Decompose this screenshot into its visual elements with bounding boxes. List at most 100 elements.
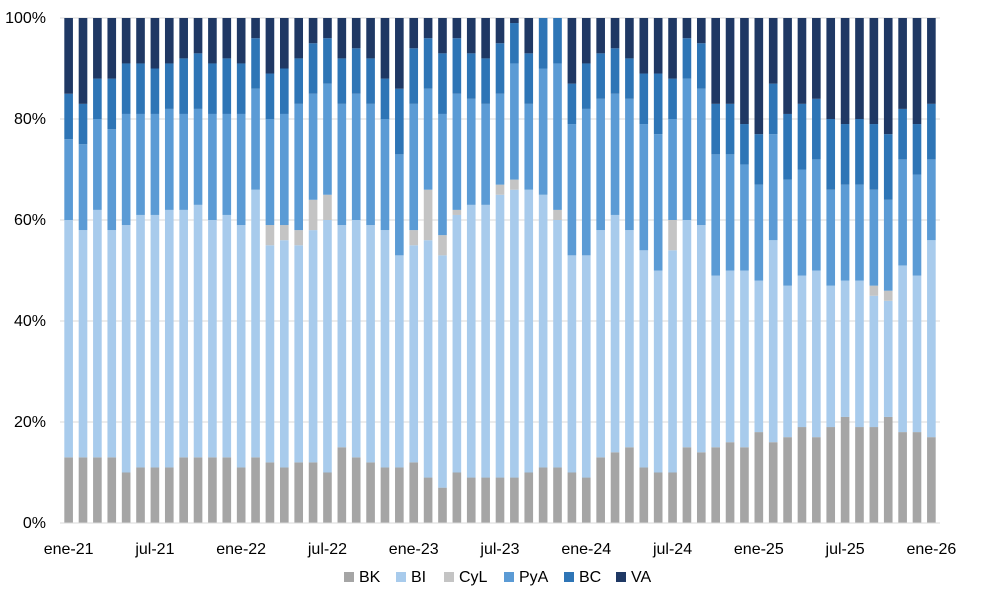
bar-segment-bi: [711, 275, 720, 448]
bar-segment-bk: [768, 442, 778, 523]
bar-segment-pya: [78, 144, 88, 231]
bar-segment-bc: [351, 48, 361, 94]
bar-segment-bi: [812, 270, 821, 438]
bar-segment-bi: [783, 285, 792, 438]
bar-segment-pya: [668, 119, 677, 220]
legend-label-pya: PyA: [519, 569, 549, 586]
bar-segment-pya: [581, 108, 591, 256]
bar-segment-bc: [855, 119, 864, 185]
bar-segment-va: [510, 18, 519, 24]
bar-segment-bk: [251, 457, 260, 523]
bar-segment-va: [812, 18, 821, 99]
bar-segment-pya: [711, 154, 720, 276]
bar-segment-cyl: [409, 230, 419, 246]
bar-segment-bk: [927, 437, 936, 523]
bar-segment-va: [768, 18, 778, 84]
bar-segment-cyl: [495, 184, 505, 195]
bar-segment-bi: [366, 225, 375, 463]
bar-segment-bi: [280, 240, 289, 468]
bar-segment-bc: [538, 18, 548, 69]
bar-segment-pya: [423, 88, 433, 190]
bar-segment-va: [898, 18, 907, 109]
bar-segment-bk: [380, 467, 390, 523]
bar-segment-bk: [222, 457, 232, 523]
bar-segment-pya: [251, 88, 260, 190]
bar-segment-pya: [754, 184, 764, 281]
bar-segment-va: [452, 18, 462, 39]
bar-segment-bk: [510, 477, 519, 523]
bar-segment-va: [596, 18, 605, 54]
bar-segment-bi: [581, 255, 591, 478]
bar-segment-bk: [136, 467, 145, 523]
bar-segment-bi: [538, 194, 548, 468]
bar-segment-cyl: [323, 194, 332, 220]
legend-label-bc: BC: [579, 569, 601, 586]
x-tick-label: ene-24: [561, 541, 611, 558]
bar-segment-bk: [193, 457, 203, 523]
bar-segment-bc: [294, 58, 304, 104]
bar-segment-bc: [121, 63, 131, 114]
bar-segment-cyl: [883, 290, 893, 301]
bar-segment-bk: [855, 427, 864, 523]
bar-segment-bi: [121, 225, 131, 473]
bar-segment-pya: [495, 93, 505, 185]
bar-segment-bk: [653, 472, 663, 523]
bar-segment-pya: [395, 154, 404, 256]
bar-segment-bi: [380, 230, 390, 468]
bar-segment-pya: [179, 113, 188, 210]
bar-segment-pya: [136, 113, 145, 215]
bar-segment-bi: [337, 225, 347, 448]
bar-segment-pya: [93, 119, 102, 210]
bar-segment-bi: [625, 230, 634, 448]
bar-segment-bk: [826, 427, 836, 523]
bar-segment-bc: [725, 103, 735, 155]
bar-segment-bc: [481, 58, 490, 104]
bar-segment-bc: [466, 53, 476, 99]
bar-segment-bk: [740, 447, 749, 523]
y-tick-label: 100%: [5, 10, 46, 27]
bar-segment-cyl: [452, 209, 462, 215]
bar-segment-pya: [653, 134, 663, 271]
bar-segment-bc: [93, 78, 102, 119]
bar-segment-bi: [251, 189, 260, 458]
bar-segment-bc: [826, 119, 836, 190]
legend-label-va: VA: [631, 569, 651, 586]
bar-segment-va: [883, 18, 893, 135]
bar-segment-va: [711, 18, 720, 104]
bar-segment-bc: [581, 63, 591, 109]
bar-segment-va: [855, 18, 864, 119]
y-tick-label: 20%: [14, 414, 46, 431]
bar-segment-bk: [696, 452, 706, 523]
bar-segment-va: [696, 18, 706, 44]
bar-segment-pya: [596, 98, 605, 231]
bar-segment-pya: [898, 159, 907, 266]
bar-segment-bc: [395, 88, 404, 155]
bar-segment-bi: [107, 230, 117, 458]
bar-segment-bc: [236, 63, 246, 114]
bar-segment-va: [840, 18, 850, 125]
bar-segment-bk: [236, 467, 246, 523]
bar-segment-bi: [93, 209, 102, 458]
bar-segment-va: [308, 18, 318, 44]
bar-segment-bc: [438, 53, 447, 114]
bar-segment-pya: [524, 103, 534, 190]
bar-segment-va: [366, 18, 375, 59]
x-tick-label: ene-21: [44, 541, 94, 558]
bar-segment-bi: [740, 270, 749, 448]
bar-segment-va: [495, 18, 505, 44]
bar-segment-bk: [366, 462, 375, 523]
bar-segment-pya: [783, 179, 792, 286]
legend-label-cyl: CyL: [459, 569, 488, 586]
bar-segment-va: [524, 18, 534, 54]
bar-segment-bi: [179, 209, 188, 458]
bar-segment-bi: [294, 245, 304, 463]
bar-segment-bk: [294, 462, 304, 523]
bar-segment-bi: [466, 204, 476, 478]
y-tick-label: 80%: [14, 111, 46, 128]
bar-segment-bk: [265, 462, 275, 523]
bar-segment-bi: [136, 214, 145, 468]
x-tick-label: jul-22: [307, 541, 347, 558]
bar-segment-cyl: [553, 209, 562, 220]
bar-segment-cyl: [869, 285, 879, 296]
bar-segment-bi: [351, 220, 361, 458]
